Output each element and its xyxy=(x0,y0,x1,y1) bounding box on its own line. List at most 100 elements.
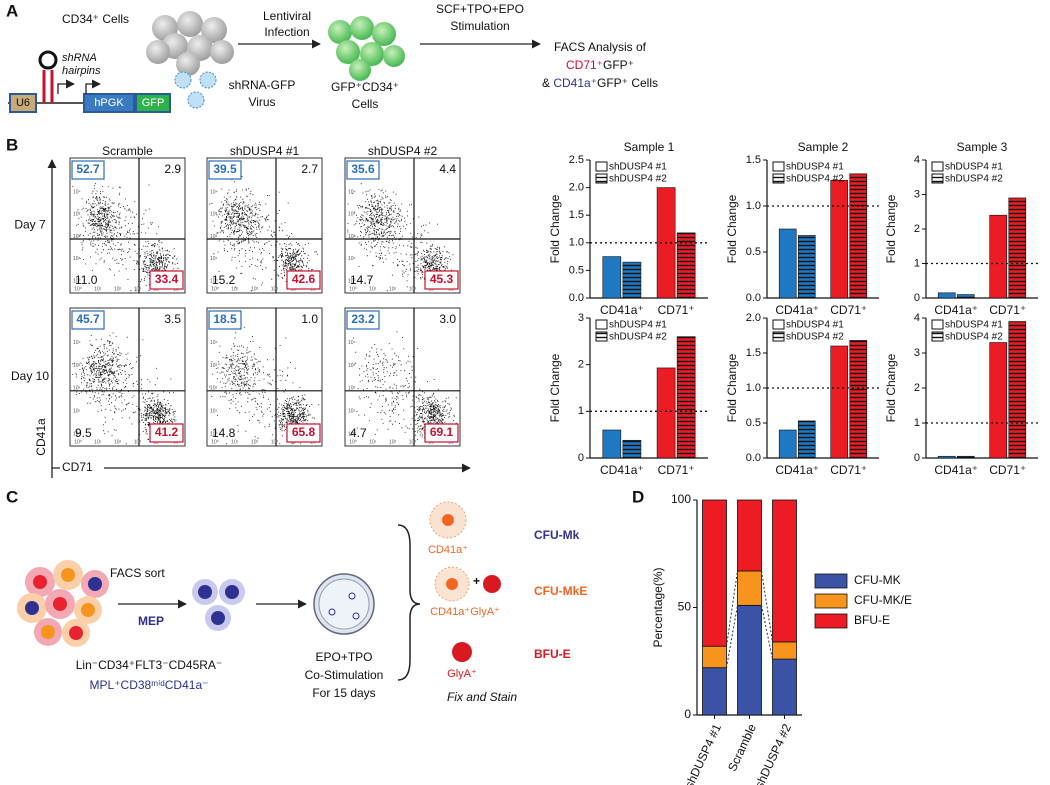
y-tick-label: 0 xyxy=(684,707,691,721)
label: EPO+TPO xyxy=(315,650,372,664)
x-tick-label: CD41a⁺ xyxy=(600,303,644,317)
flow-tick: 10¹ xyxy=(348,256,356,262)
flow-tick: 10³ xyxy=(134,286,142,292)
y-tick-label: 2 xyxy=(914,223,920,235)
y-tick-label: 2.0 xyxy=(746,312,761,324)
legend-label: shDUSP4 #1 xyxy=(786,162,844,173)
bar-segment xyxy=(772,499,797,643)
bar xyxy=(937,292,956,299)
label: + xyxy=(473,574,480,588)
flow-tick: 10² xyxy=(210,386,218,392)
flow-tick: 10¹ xyxy=(94,439,102,445)
quadrant-box xyxy=(208,310,242,330)
flow-tick: 10¹ xyxy=(231,286,239,292)
flow-tick: 10⁰ xyxy=(349,286,357,292)
legend-swatch xyxy=(814,613,848,629)
legend-label: shDUSP4 #2 xyxy=(786,174,844,185)
y-axis-label: Fold Change xyxy=(884,353,898,422)
x-tick-label: shDUSP4 #2 xyxy=(752,721,794,785)
flow-tick: 10² xyxy=(114,439,122,445)
bar xyxy=(849,173,868,299)
bar-segment xyxy=(702,499,727,647)
flow-tick: 10⁰ xyxy=(73,278,81,284)
flow-dots xyxy=(347,183,457,292)
y-axis-label: Fold Change xyxy=(548,194,562,263)
bar xyxy=(797,235,816,299)
cell-cluster xyxy=(146,11,234,76)
bar xyxy=(956,294,975,299)
bar xyxy=(989,342,1008,459)
flow-tick: 10² xyxy=(348,386,356,392)
chart-title: Sample 2 xyxy=(798,140,849,154)
flow-tick: 10⁴ xyxy=(348,190,356,196)
label: Lentiviral xyxy=(263,9,311,23)
label: SCF+TPO+EPO xyxy=(436,2,524,16)
flow-tick: 10¹ xyxy=(210,409,218,415)
legend-swatch xyxy=(595,173,608,184)
bar xyxy=(602,256,622,299)
bar xyxy=(676,232,696,299)
flow-tick: 10¹ xyxy=(73,409,81,415)
flow-tick: 10⁰ xyxy=(211,286,219,292)
flow-tick: 10¹ xyxy=(231,439,239,445)
flow-tick: 10⁰ xyxy=(74,286,82,292)
label-bg xyxy=(60,460,104,476)
bar xyxy=(622,261,642,299)
label: BFU-E xyxy=(534,647,571,661)
y-tick-label: 3 xyxy=(914,188,920,200)
bar xyxy=(778,429,797,459)
bar xyxy=(937,455,956,459)
x-tick-label: CD41a⁺ xyxy=(934,303,978,317)
legend-swatch xyxy=(772,319,785,330)
y-tick-label: 1 xyxy=(578,405,584,417)
y-tick-label: 1.0 xyxy=(569,237,584,249)
quadrant-value: 65.8 xyxy=(292,425,316,439)
label: GFP⁺CD34⁺ xyxy=(331,80,399,94)
connector xyxy=(726,605,738,668)
row-label: Day 7 xyxy=(14,218,46,232)
quadrant-value: 45.7 xyxy=(76,312,100,326)
legend-label: shDUSP4 #1 xyxy=(786,320,844,331)
y-tick-label: 0 xyxy=(578,452,584,464)
label: CD34⁺ Cells xyxy=(62,12,129,26)
row-label: Day 10 xyxy=(11,369,49,383)
quadrant-value: 18.5 xyxy=(213,312,237,326)
x-tick-label: CD41a⁺ xyxy=(775,463,819,477)
y-axis-label: Fold Change xyxy=(884,194,898,263)
legend-swatch xyxy=(931,319,944,330)
flow-tick: 10² xyxy=(114,286,122,292)
legend-swatch xyxy=(772,173,785,184)
label: Stimulation xyxy=(450,19,509,33)
flow-tick: 10⁰ xyxy=(348,278,356,284)
legend-swatch xyxy=(931,161,944,172)
quadrant-box xyxy=(149,423,184,443)
legend-swatch xyxy=(814,573,848,589)
flow-tick: 10¹ xyxy=(369,439,377,445)
quadrant-value: 2.9 xyxy=(164,162,181,176)
legend-swatch xyxy=(772,331,785,342)
y-tick-label: 2 xyxy=(914,382,920,394)
y-tick-label: 1.5 xyxy=(569,209,584,221)
label: MPL⁺CD38ᵐⁱᵈCD41a⁻ xyxy=(90,678,209,692)
bar xyxy=(622,439,642,459)
flow-tick: 10² xyxy=(348,234,356,240)
label: GFP⁺ xyxy=(603,58,634,72)
y-tick-label: 0.0 xyxy=(746,292,761,304)
flow-tick: 10⁰ xyxy=(74,439,82,445)
label: & CD41a⁺GFP⁺ Cells xyxy=(542,76,658,90)
colonies xyxy=(429,501,501,662)
flow-tick: 10¹ xyxy=(73,256,81,262)
y-tick-label: 0 xyxy=(914,292,920,304)
label: For 15 days xyxy=(312,686,375,700)
legend-label: shDUSP4 #2 xyxy=(945,174,1003,185)
x-tick-label: CD71⁺ xyxy=(658,463,695,477)
flow-tick: 10² xyxy=(251,439,259,445)
label: hPGK xyxy=(94,97,124,109)
y-axis-label: Fold Change xyxy=(548,353,562,422)
x-tick-label: CD71⁺ xyxy=(989,463,1026,477)
label: CD41a⁺ xyxy=(428,544,468,556)
y-tick-label: 1 xyxy=(914,257,920,269)
connector xyxy=(761,605,773,660)
quadrant-value: 3.0 xyxy=(439,312,456,326)
flow-tick: 10³ xyxy=(409,439,417,445)
